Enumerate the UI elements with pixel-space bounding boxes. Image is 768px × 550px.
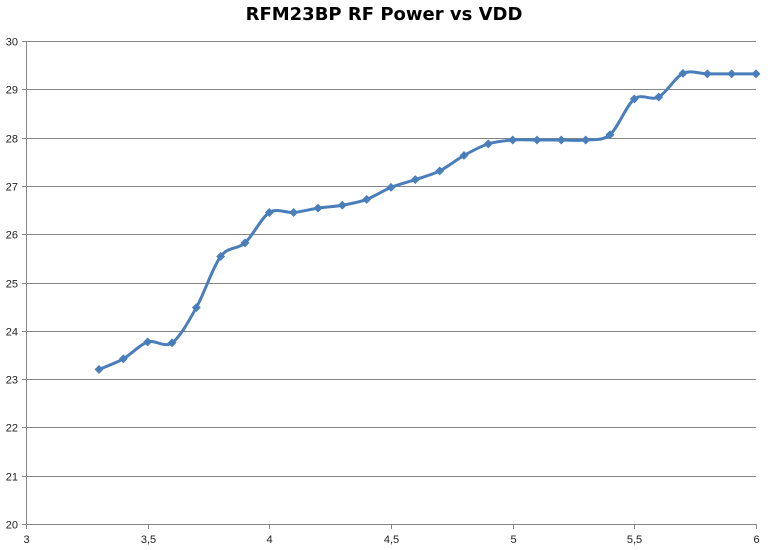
- data-point-marker: [751, 69, 761, 79]
- data-point-marker: [483, 139, 493, 149]
- x-tick-label: 4: [266, 534, 272, 546]
- data-point-marker: [216, 251, 226, 261]
- data-point-marker: [532, 135, 542, 145]
- data-point-marker: [240, 238, 250, 248]
- data-point-marker: [678, 68, 688, 78]
- data-point-marker: [386, 182, 396, 192]
- x-axis-tick-labels: 3 3,5 4 4,5 5 5,5 6: [23, 534, 759, 546]
- data-point-marker: [191, 303, 201, 313]
- x-tick-label: 3: [23, 534, 29, 546]
- data-point-marker: [118, 354, 128, 364]
- y-tick-label: 25: [6, 279, 18, 291]
- data-point-marker: [605, 130, 615, 140]
- data-point-marker: [337, 200, 347, 210]
- y-tick-label: 26: [6, 230, 18, 242]
- x-tick-label: 4,5: [384, 534, 399, 546]
- chart-title: RFM23BP RF Power vs VDD: [245, 4, 523, 25]
- y-tick-label: 28: [6, 134, 18, 146]
- y-tick-label: 30: [6, 37, 18, 49]
- data-point-marker: [435, 166, 445, 176]
- data-point-marker: [702, 69, 712, 79]
- x-tick-label: 5,5: [627, 534, 642, 546]
- data-point-marker: [459, 150, 469, 161]
- data-point-marker: [654, 92, 664, 102]
- data-point-marker: [410, 175, 420, 185]
- data-point-marker: [94, 364, 104, 374]
- data-point-marker: [508, 135, 518, 145]
- data-point-marker: [143, 337, 153, 347]
- gridlines: [26, 41, 756, 477]
- data-point-marker: [289, 207, 299, 218]
- axes: [22, 41, 757, 529]
- x-tick-label: 5: [510, 534, 516, 546]
- data-point-marker: [264, 207, 274, 218]
- data-point-marker: [556, 135, 566, 145]
- series-line: [97, 70, 758, 371]
- y-tick-label: 22: [6, 423, 18, 435]
- data-point-marker: [727, 69, 737, 79]
- y-tick-label: 27: [6, 182, 18, 194]
- data-point-marker: [362, 194, 372, 204]
- x-tick-label: 6: [753, 534, 759, 546]
- data-point-marker: [167, 338, 177, 348]
- y-axis-tick-labels: 20 21 22 23 24 25 26 27 28 29 30: [6, 37, 18, 532]
- data-point-marker: [629, 94, 639, 104]
- y-tick-label: 21: [6, 472, 18, 484]
- data-point-marker: [313, 203, 323, 213]
- x-tick-label: 3,5: [141, 534, 156, 546]
- y-tick-label: 24: [6, 327, 18, 339]
- y-tick-label: 23: [6, 375, 18, 387]
- series-layer: [94, 68, 761, 374]
- y-tick-label: 29: [6, 85, 18, 97]
- y-tick-label: 20: [6, 520, 18, 532]
- data-point-marker: [581, 135, 591, 145]
